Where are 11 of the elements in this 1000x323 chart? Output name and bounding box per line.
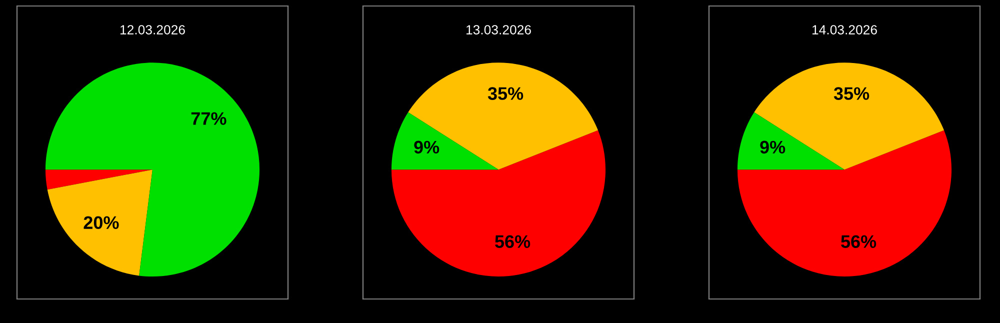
data-label: 9%: [414, 140, 440, 154]
data-label: 35%: [488, 87, 524, 100]
chart-title: 13.03.2026: [466, 25, 531, 34]
data-label: 77%: [191, 112, 226, 125]
chart-title: 12.03.2026: [120, 25, 185, 34]
data-label: 20%: [84, 216, 119, 230]
chart-title: 14.03.2026: [812, 25, 877, 34]
data-label: 9%: [760, 140, 786, 154]
data-label: 35%: [834, 87, 870, 100]
data-label: 56%: [841, 235, 876, 248]
data-label: 56%: [495, 235, 530, 248]
